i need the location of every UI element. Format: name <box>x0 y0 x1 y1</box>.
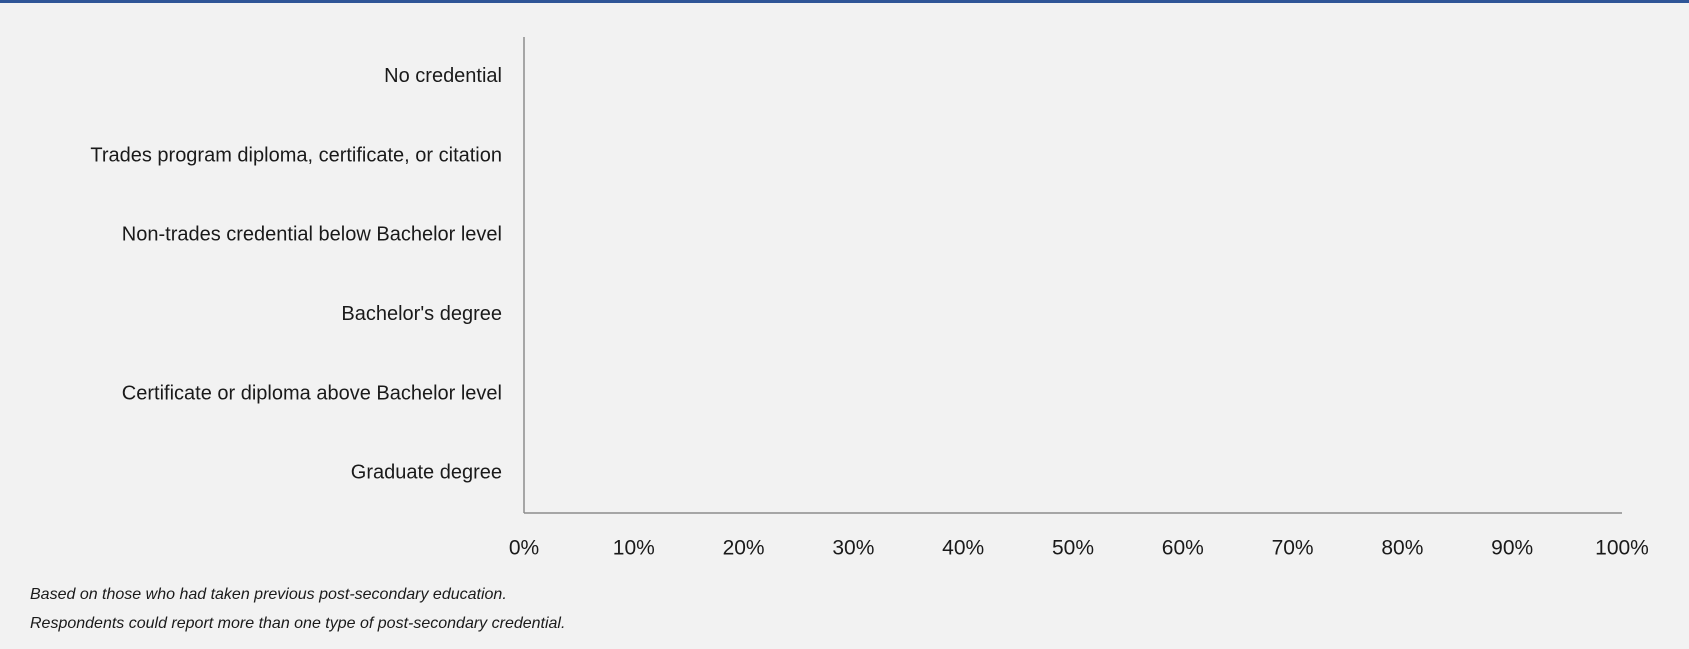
x-tick-label: 60% <box>1162 537 1204 560</box>
x-tick-label: 0% <box>509 537 539 560</box>
x-tick-label: 100% <box>1595 537 1649 560</box>
x-tick-label: 80% <box>1381 537 1423 560</box>
category-label: Bachelor's degree <box>341 303 502 325</box>
x-tick-label: 70% <box>1272 537 1314 560</box>
category-label: No credential <box>384 65 502 87</box>
x-tick-labels: 0% 10% 20% 30% 40% 50% 60% 70% 80% 90% 100% <box>509 537 1649 560</box>
x-tick-label: 90% <box>1491 537 1533 560</box>
category-label: Trades program diploma, certificate, or … <box>90 144 502 166</box>
category-label: Graduate degree <box>351 462 502 484</box>
top-accent-rule <box>0 0 1689 3</box>
footnote-1: Based on those who had taken previous po… <box>30 586 507 603</box>
x-tick-label: 20% <box>723 537 765 560</box>
category-label: Certificate or diploma above Bachelor le… <box>122 382 502 404</box>
x-tick-label: 40% <box>942 537 984 560</box>
category-label: Non-trades credential below Bachelor lev… <box>122 224 502 246</box>
bar-chart: No credential Trades program diploma, cer… <box>90 37 1649 560</box>
x-tick-label: 50% <box>1052 537 1094 560</box>
x-tick-label: 10% <box>613 537 655 560</box>
category-labels: No credential Trades program diploma, cer… <box>90 65 502 484</box>
x-tick-label: 30% <box>832 537 874 560</box>
footnote-2: Respondents could report more than one t… <box>30 615 566 632</box>
footnotes: Based on those who had taken previous po… <box>30 580 565 638</box>
